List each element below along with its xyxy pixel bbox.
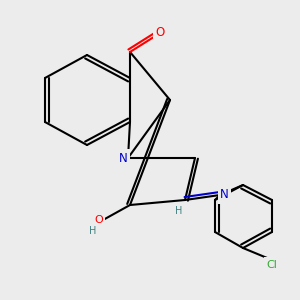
- Text: N: N: [220, 188, 229, 202]
- Text: N: N: [119, 152, 128, 164]
- Text: O: O: [155, 26, 165, 38]
- Text: Cl: Cl: [267, 260, 278, 269]
- Text: O: O: [94, 215, 103, 225]
- Text: H: H: [89, 226, 96, 236]
- Text: H: H: [175, 206, 183, 216]
